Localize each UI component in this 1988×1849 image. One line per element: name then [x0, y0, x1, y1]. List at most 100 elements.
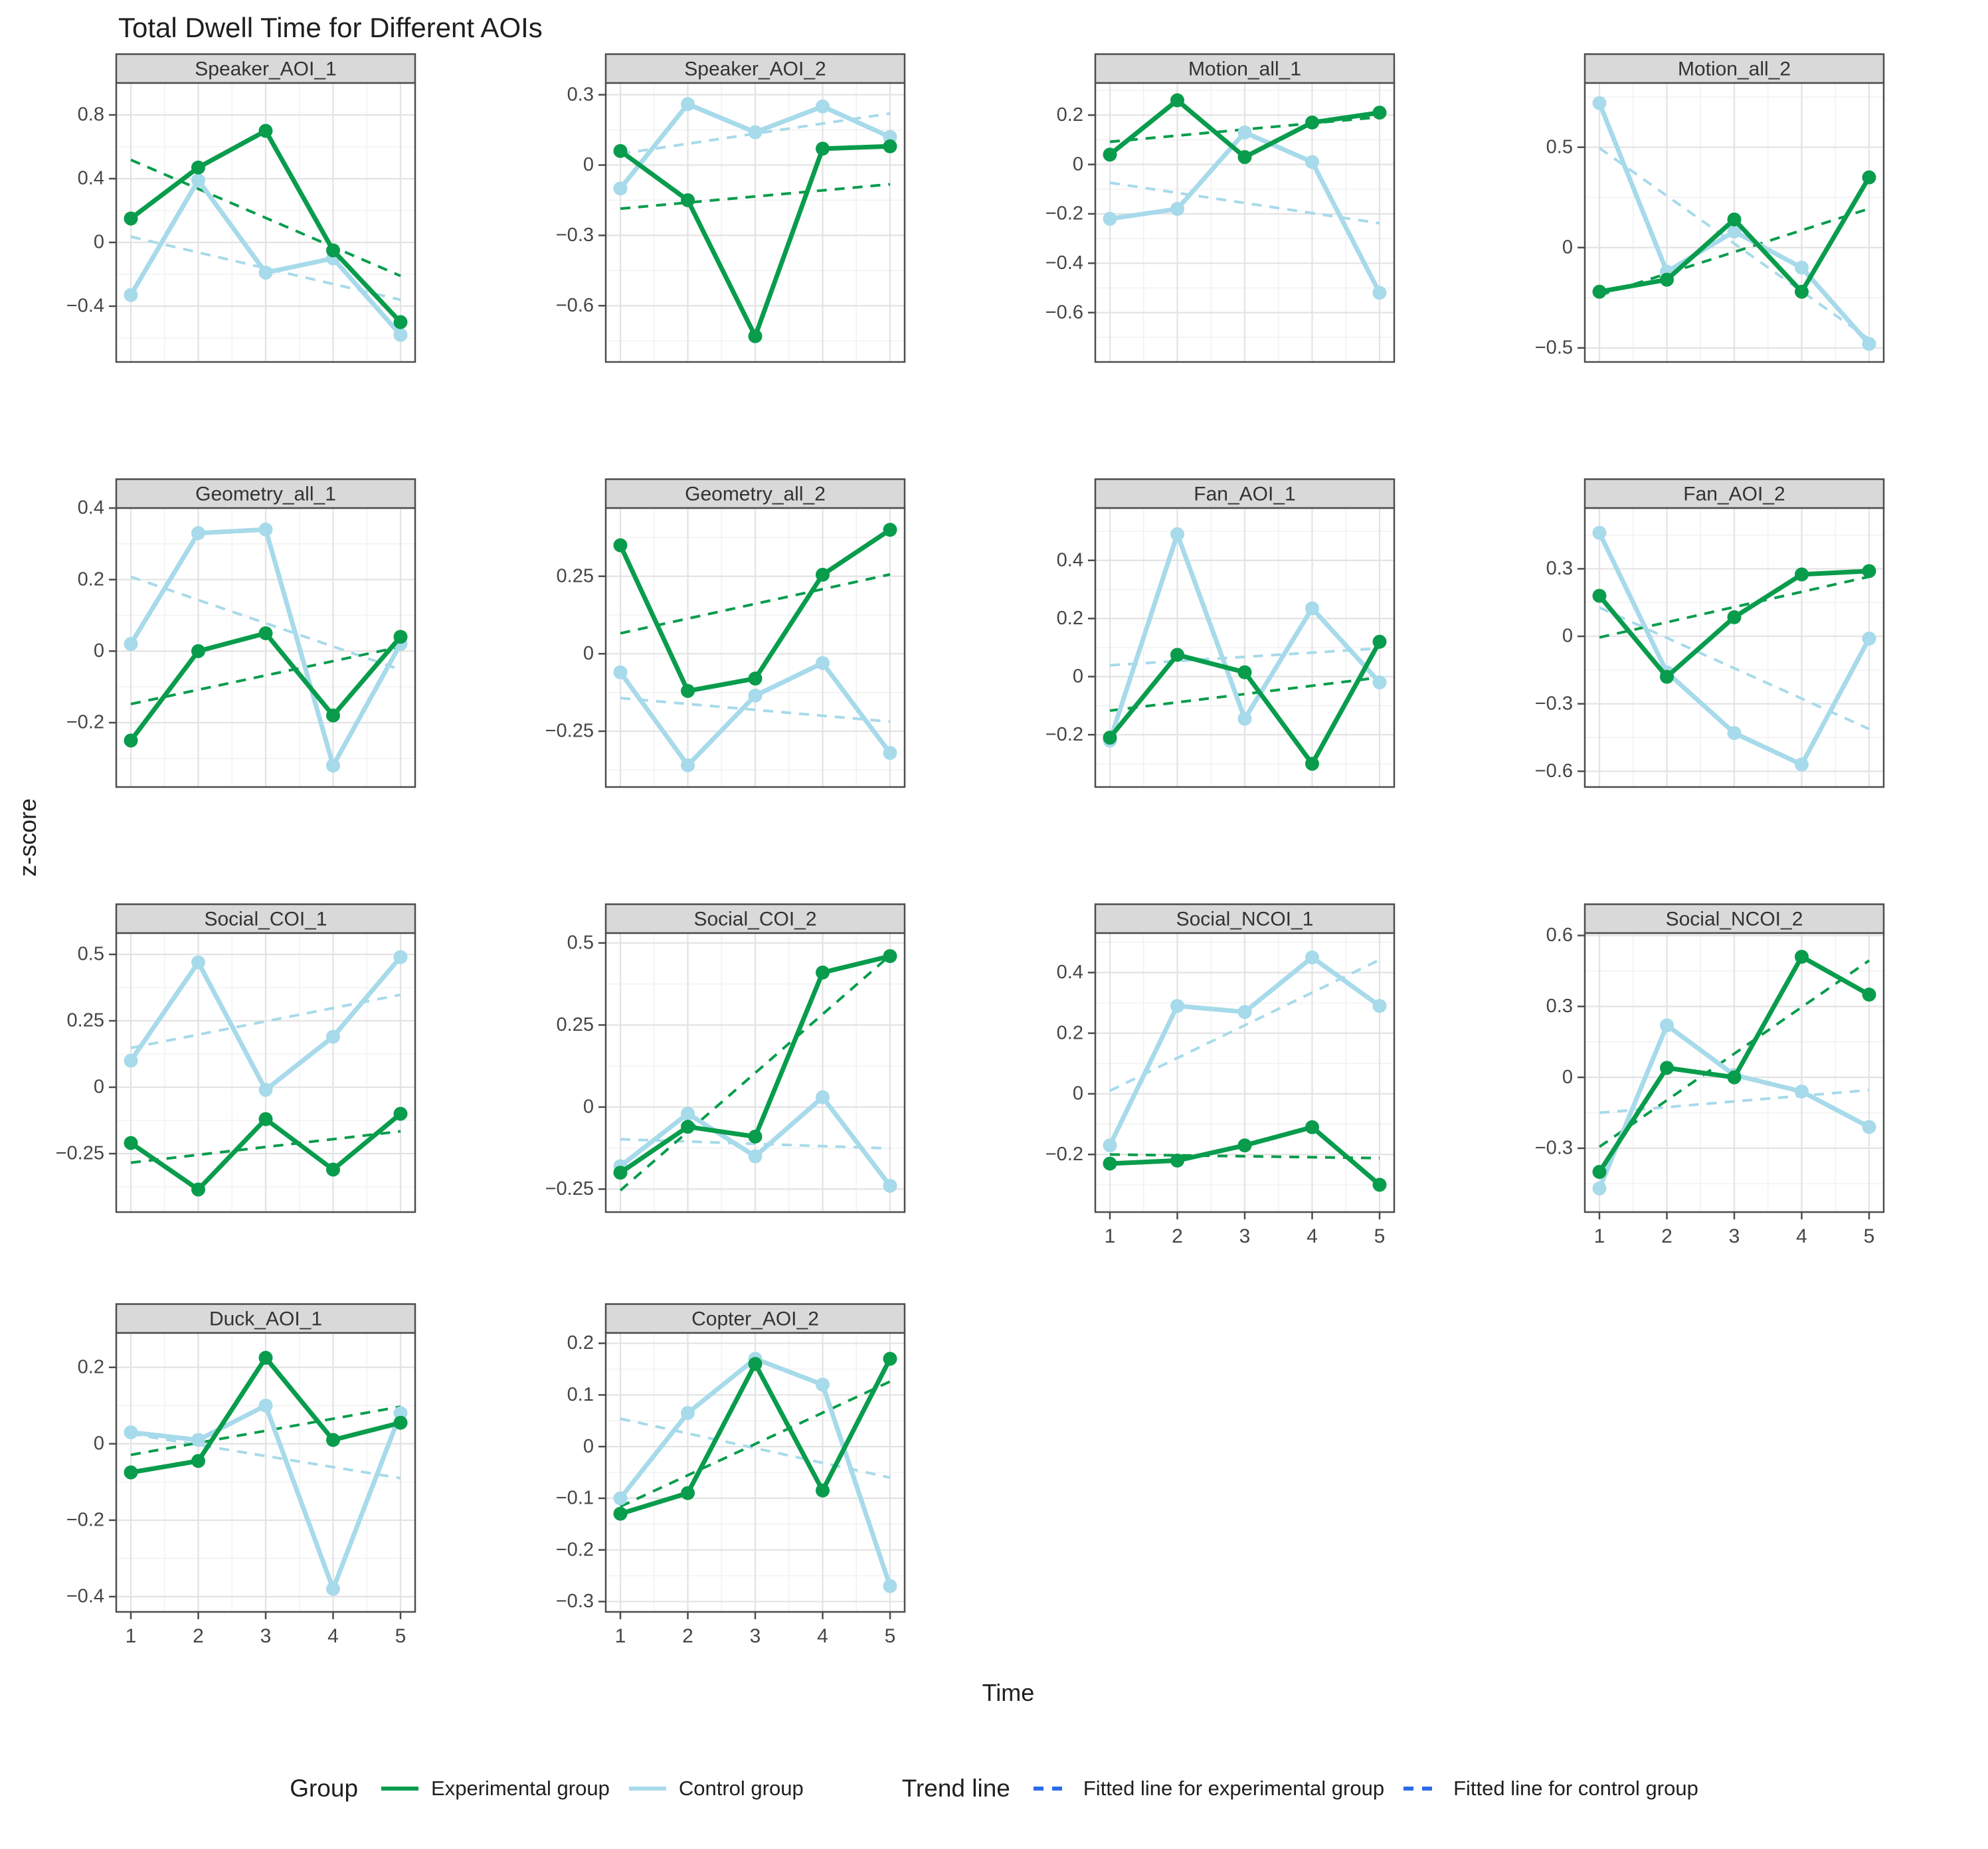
experimental-point: [191, 1182, 205, 1197]
experimental-point: [816, 141, 830, 156]
experimental-trend-line: [1109, 1153, 1380, 1160]
facet-motion_all_1: Motion_all_1 0.2 0 −0.2 −0.4 −0.6: [1045, 53, 1396, 363]
control-point: [883, 1178, 897, 1193]
y-tick-label: 0.4: [1057, 962, 1083, 983]
x-tick-label: 4: [327, 1625, 339, 1647]
experimental-point: [1795, 567, 1809, 582]
control-point: [1862, 337, 1876, 351]
facet-motion_all_2: Motion_all_2 0.5 0 −0.5: [1535, 53, 1885, 363]
facet-speaker_aoi_1: Speaker_AOI_1 0.8 0.4 0 −0.4: [66, 53, 416, 363]
y-tick-label: 0.2: [1057, 1022, 1083, 1043]
control-point: [1660, 1018, 1674, 1033]
experimental-trend-line: [1598, 959, 1870, 1148]
facet-geometry_all_1: Geometry_all_1 0.4 0.2 0 −0.2: [66, 478, 416, 788]
control-point: [326, 758, 340, 773]
experimental-point: [124, 1136, 138, 1150]
y-tick-label: −0.2: [66, 1510, 104, 1531]
experimental-point: [1103, 147, 1117, 162]
control-point: [613, 181, 628, 196]
y-tick-label: 0.2: [78, 569, 104, 590]
y-tick-label: −0.3: [1535, 693, 1573, 714]
y-tick-label: 0.3: [567, 84, 594, 105]
facet-social_ncoi_2: Social_NCOI_2 0.6 0.3 0 −0.3 1 2 3 4 5: [1535, 903, 1885, 1247]
experimental-point: [1305, 1120, 1319, 1134]
control-point: [191, 173, 205, 187]
y-tick-label: 0.6: [1546, 924, 1573, 946]
control-trend-line: [130, 993, 401, 1049]
control-point: [124, 288, 138, 302]
control-point: [681, 758, 695, 772]
y-tick-label: 0: [1562, 236, 1573, 258]
control-point: [1372, 286, 1387, 300]
control-point: [748, 688, 763, 703]
control-point: [191, 955, 205, 970]
experimental-point: [393, 1106, 408, 1121]
control-point: [258, 1398, 273, 1413]
y-tick-label: −0.3: [1535, 1138, 1573, 1159]
y-tick-label: −0.2: [556, 1539, 594, 1560]
experimental-point: [326, 1162, 340, 1177]
legend-item-control: Control group: [627, 1777, 804, 1801]
control-point: [816, 656, 830, 670]
experimental-point: [883, 523, 897, 537]
facet-strip: [1094, 478, 1396, 509]
y-tick-label: 0: [1073, 153, 1083, 175]
experimental-point: [393, 315, 408, 329]
legend: Group Experimental group Control group T…: [0, 1775, 1988, 1803]
experimental-point: [1862, 170, 1876, 185]
control-point: [883, 1579, 897, 1593]
y-tick-label: −0.6: [1045, 302, 1083, 323]
control-point: [613, 1491, 628, 1506]
y-tick-label: 0.2: [567, 1332, 594, 1354]
x-tick-label: 5: [885, 1625, 896, 1647]
control-point: [1170, 999, 1184, 1013]
experimental-point: [326, 1433, 340, 1447]
experimental-point: [613, 1506, 628, 1521]
experimental-point: [681, 1486, 695, 1500]
facet-strip: [604, 53, 906, 84]
experimental-trend-line: [130, 1405, 401, 1456]
control-point: [1862, 1120, 1876, 1134]
control-point: [1237, 1005, 1252, 1019]
control-point: [1795, 757, 1809, 772]
y-tick-label: 0: [583, 154, 594, 175]
control-trend-line: [620, 697, 891, 723]
x-tick-label: 1: [126, 1625, 137, 1647]
y-tick-label: 0: [1073, 1083, 1083, 1104]
experimental-point: [326, 708, 340, 723]
experimental-point: [1305, 115, 1319, 130]
chart-title: Total Dwell Time for Different AOIs: [118, 12, 543, 43]
experimental-point: [326, 243, 340, 258]
facet-title: Fan_AOI_1: [1194, 483, 1295, 505]
facet-title: Social_NCOI_2: [1666, 908, 1803, 930]
experimental-point: [1727, 610, 1742, 624]
y-tick-label: 0.5: [78, 944, 104, 965]
facet-duck_aoi_1: Duck_AOI_1 0.2 0 −0.2 −0.4 1 2 3 4 5: [66, 1303, 416, 1647]
experimental-point: [613, 538, 628, 553]
facet-geometry_all_2: Geometry_all_2 0.25 0 −0.25: [545, 478, 906, 788]
experimental-point: [748, 1357, 763, 1371]
legend-label: Fitted line for control group: [1453, 1777, 1698, 1800]
facet-strip: [115, 1303, 416, 1334]
legend-label: Experimental group: [431, 1777, 610, 1800]
control-trend-line: [1599, 606, 1870, 731]
x-tick-label: 5: [1864, 1225, 1875, 1247]
control-point: [681, 97, 695, 112]
y-tick-label: −0.6: [1535, 760, 1573, 782]
experimental-trend-line: [130, 1130, 401, 1164]
y-tick-label: 0.25: [557, 1014, 594, 1035]
y-tick-label: −0.2: [1045, 1144, 1083, 1165]
experimental-point: [191, 644, 205, 658]
experimental-point: [816, 1483, 830, 1498]
experimental-point: [681, 1120, 695, 1134]
x-tick-label: 1: [1105, 1225, 1116, 1247]
y-tick-label: 0.25: [557, 565, 594, 586]
control-point: [1727, 224, 1742, 239]
experimental-point: [1660, 272, 1674, 287]
facet-title: Speaker_AOI_1: [195, 58, 336, 80]
y-tick-label: 0: [94, 1077, 104, 1098]
control-trend-line: [1109, 647, 1380, 667]
y-axis-label: z-score: [14, 798, 41, 877]
facet-social_ncoi_1: Social_NCOI_1 0.4 0.2 0 −0.2 1 2 3 4 5: [1045, 903, 1396, 1247]
